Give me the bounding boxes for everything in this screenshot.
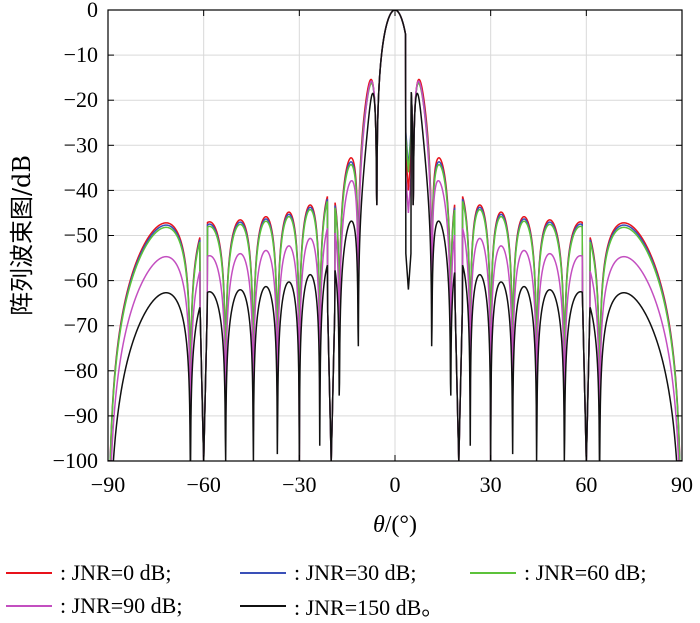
legend-label: : JNR=30 dB; xyxy=(294,560,417,585)
legend-label: : JNR=150 dB。 xyxy=(294,595,444,620)
x-tick-label-1: −60 xyxy=(186,472,220,497)
y-axis-label: 阵列波束图/dB xyxy=(8,155,36,316)
y-tick-label-5: −50 xyxy=(64,223,98,248)
y-tick-label-1: −10 xyxy=(64,42,98,67)
y-tick-label-0: 0 xyxy=(87,0,98,22)
legend-swatch xyxy=(240,572,286,574)
legend-label: : JNR=60 dB; xyxy=(524,560,647,585)
legend-swatch xyxy=(6,605,52,607)
y-tick-label-4: −40 xyxy=(64,177,98,202)
y-tick-label-2: −20 xyxy=(64,87,98,112)
legend-item-3: : JNR=90 dB; xyxy=(6,591,182,621)
legend-swatch xyxy=(240,605,286,607)
y-tick-label-6: −60 xyxy=(64,268,98,293)
y-tick-label-9: −90 xyxy=(64,403,98,428)
x-tick-label-2: −30 xyxy=(282,472,316,497)
legend-swatch xyxy=(470,572,516,574)
x-tick-label-3: 0 xyxy=(390,472,401,497)
x-axis-label: θ/(°) xyxy=(373,512,417,538)
x-tick-label-0: −90 xyxy=(91,472,125,497)
legend-item-1: : JNR=30 dB; xyxy=(240,558,416,588)
y-tick-label-3: −30 xyxy=(64,132,98,157)
x-tick-label-6: 90 xyxy=(671,472,693,497)
legend: : JNR=0 dB; : JNR=30 dB; : JNR=60 dB; : JNR… xyxy=(0,556,700,623)
legend-label: : JNR=90 dB; xyxy=(60,593,183,618)
y-tick-label-10: −100 xyxy=(53,448,98,473)
x-tick-label-4: 30 xyxy=(480,472,502,497)
legend-label: : JNR=0 dB; xyxy=(60,560,172,585)
legend-item-0: : JNR=0 dB; xyxy=(6,558,171,588)
legend-item-2: : JNR=60 dB; xyxy=(470,558,646,588)
beampattern-chart: −90 −60 −30 0 30 60 90 0 −10 −20 −30 −40 −50 −60 −70 −8… xyxy=(8,0,693,538)
legend-swatch xyxy=(6,572,52,574)
y-tick-label-8: −80 xyxy=(64,358,98,383)
x-tick-label-5: 60 xyxy=(575,472,597,497)
legend-item-4: : JNR=150 dB。 xyxy=(240,591,443,621)
y-tick-label-7: −70 xyxy=(64,313,98,338)
